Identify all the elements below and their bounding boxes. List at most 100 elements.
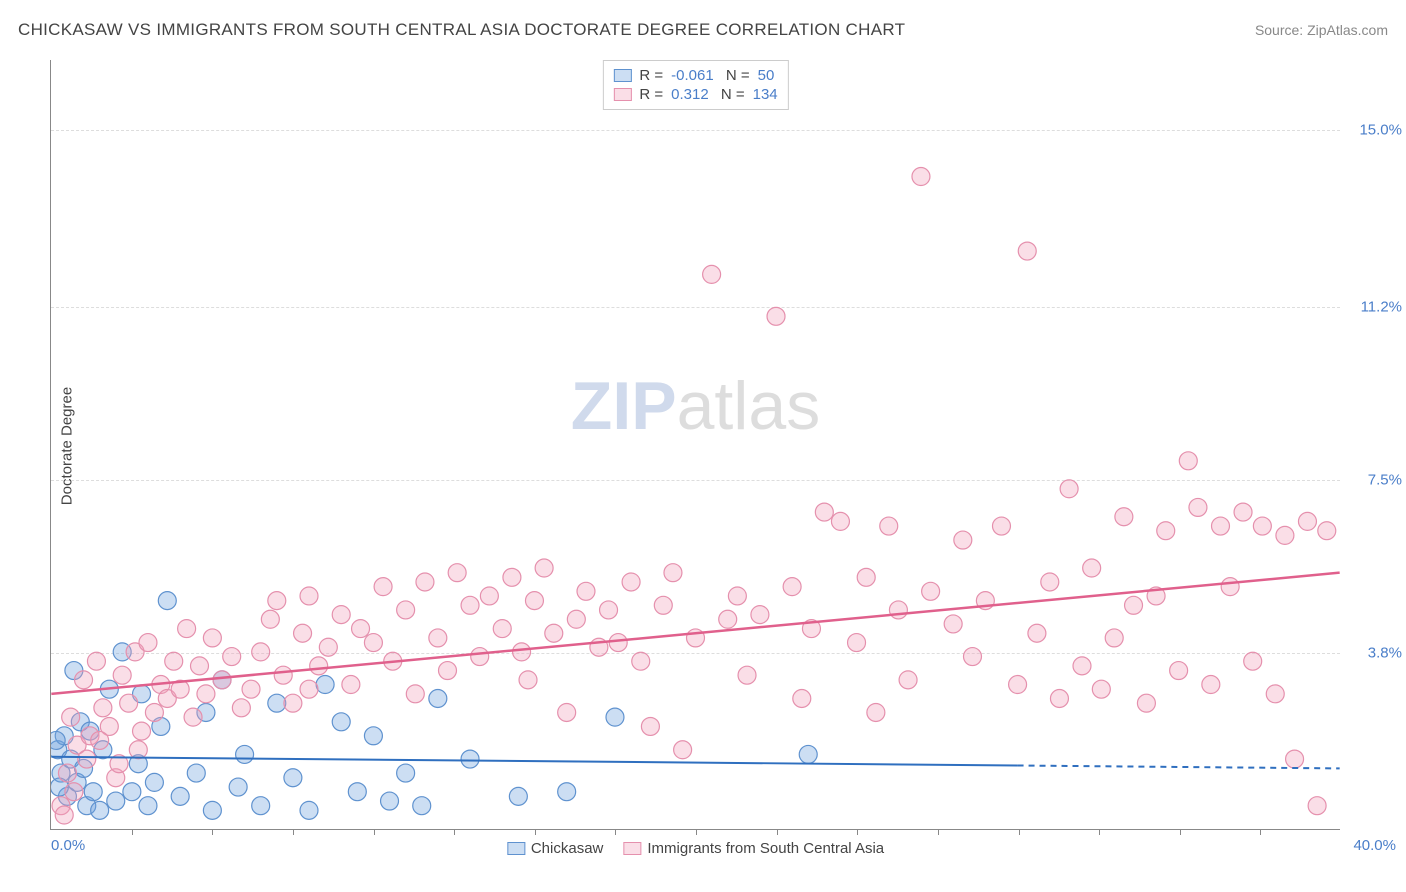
x-tick-mark <box>1180 829 1181 835</box>
data-point <box>558 703 576 721</box>
data-point <box>513 643 531 661</box>
data-point <box>1266 685 1284 703</box>
data-point <box>439 662 457 680</box>
data-point <box>300 680 318 698</box>
data-point <box>429 629 447 647</box>
data-point <box>848 634 866 652</box>
data-point <box>664 564 682 582</box>
data-point <box>1179 452 1197 470</box>
data-point <box>203 801 221 819</box>
legend-n-value: 50 <box>758 67 775 84</box>
data-point <box>880 517 898 535</box>
legend-r-label: R = <box>639 86 663 103</box>
data-point <box>187 764 205 782</box>
data-point <box>1083 559 1101 577</box>
data-point <box>831 512 849 530</box>
data-point <box>113 666 131 684</box>
data-point <box>165 652 183 670</box>
y-tick-label: 15.0% <box>1347 122 1402 139</box>
data-point <box>213 671 231 689</box>
x-tick-mark <box>1260 829 1261 835</box>
data-point <box>381 792 399 810</box>
data-point <box>1105 629 1123 647</box>
x-tick-mark <box>857 829 858 835</box>
data-point <box>91 801 109 819</box>
data-point <box>374 578 392 596</box>
data-point <box>145 773 163 791</box>
data-point <box>62 708 80 726</box>
data-point <box>912 168 930 186</box>
chart-title: CHICKASAW VS IMMIGRANTS FROM SOUTH CENTR… <box>18 20 905 40</box>
data-point <box>129 741 147 759</box>
plot-area: ZIPatlas R = -0.061 N = 50 R = 0.312 N =… <box>50 60 1340 830</box>
x-tick-mark <box>777 829 778 835</box>
data-point <box>397 764 415 782</box>
data-point <box>751 606 769 624</box>
data-point <box>107 792 125 810</box>
data-point <box>352 620 370 638</box>
data-point <box>133 722 151 740</box>
data-point <box>992 517 1010 535</box>
data-point <box>342 676 360 694</box>
legend-r-value: 0.312 <box>671 86 709 103</box>
data-point <box>84 783 102 801</box>
legend-series-label: Immigrants from South Central Asia <box>647 840 884 857</box>
data-point <box>1286 750 1304 768</box>
data-point <box>815 503 833 521</box>
data-point <box>55 806 73 824</box>
data-point <box>674 741 692 759</box>
data-point <box>1253 517 1271 535</box>
data-point <box>332 606 350 624</box>
data-point <box>654 596 672 614</box>
data-point <box>139 634 157 652</box>
data-point <box>310 657 328 675</box>
legend-n-label: N = <box>717 86 745 103</box>
data-point <box>448 564 466 582</box>
data-point <box>944 615 962 633</box>
data-point <box>577 582 595 600</box>
data-point <box>461 750 479 768</box>
data-point <box>268 694 286 712</box>
data-point <box>793 690 811 708</box>
data-point <box>300 587 318 605</box>
data-point <box>261 610 279 628</box>
legend-swatch-icon <box>507 842 525 855</box>
data-point <box>738 666 756 684</box>
data-point <box>171 787 189 805</box>
data-point <box>1234 503 1252 521</box>
trend-line <box>51 573 1339 694</box>
legend-series-label: Chickasaw <box>531 840 604 857</box>
data-point <box>139 797 157 815</box>
data-point <box>767 307 785 325</box>
data-point <box>606 708 624 726</box>
data-point <box>191 657 209 675</box>
data-point <box>480 587 498 605</box>
data-point <box>78 750 96 768</box>
legend-correlation: R = -0.061 N = 50 R = 0.312 N = 134 <box>602 60 788 110</box>
data-point <box>51 731 65 749</box>
data-point <box>364 727 382 745</box>
data-point <box>1318 522 1336 540</box>
data-point <box>252 643 270 661</box>
data-point <box>300 801 318 819</box>
data-point <box>600 601 618 619</box>
data-point <box>461 596 479 614</box>
data-point <box>348 783 366 801</box>
data-point <box>232 699 250 717</box>
data-point <box>899 671 917 689</box>
data-point <box>1244 652 1262 670</box>
data-point <box>284 694 302 712</box>
data-point <box>1170 662 1188 680</box>
legend-row: R = 0.312 N = 134 <box>613 86 777 103</box>
data-point <box>471 648 489 666</box>
legend-row: R = -0.061 N = 50 <box>613 67 777 84</box>
x-tick-mark <box>1099 829 1100 835</box>
data-point <box>1157 522 1175 540</box>
data-point <box>364 634 382 652</box>
data-point <box>1050 690 1068 708</box>
data-point <box>783 578 801 596</box>
legend-item: Immigrants from South Central Asia <box>623 840 884 857</box>
data-point <box>719 610 737 628</box>
data-point <box>503 568 521 586</box>
legend-n-label: N = <box>722 67 750 84</box>
